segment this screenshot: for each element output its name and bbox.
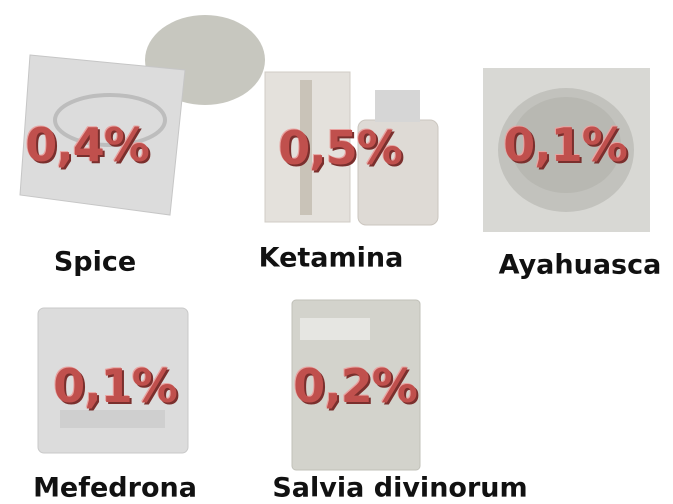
drug-label: Salvia divinorum <box>272 472 528 504</box>
percentage: 0,2% <box>293 359 418 413</box>
bottle-neck <box>375 90 420 122</box>
drug-label: Ketamina <box>258 242 404 274</box>
drug-label: Spice <box>53 246 137 278</box>
percentage: 0,1% <box>503 118 628 172</box>
pot-inner <box>511 97 621 193</box>
spice-bag <box>19 54 186 216</box>
packet-label <box>60 410 165 428</box>
salvia-label <box>300 318 370 340</box>
drug-label: Mefedrona <box>33 472 197 504</box>
percentage: 0,1% <box>53 359 178 413</box>
percentage: 0,5% <box>278 121 403 175</box>
percentage: 0,4% <box>25 118 150 172</box>
eye-logo <box>53 93 167 147</box>
salvia-bag <box>291 299 421 471</box>
drug-label: Ayahuasca <box>498 249 662 281</box>
box-stripe <box>300 80 312 215</box>
